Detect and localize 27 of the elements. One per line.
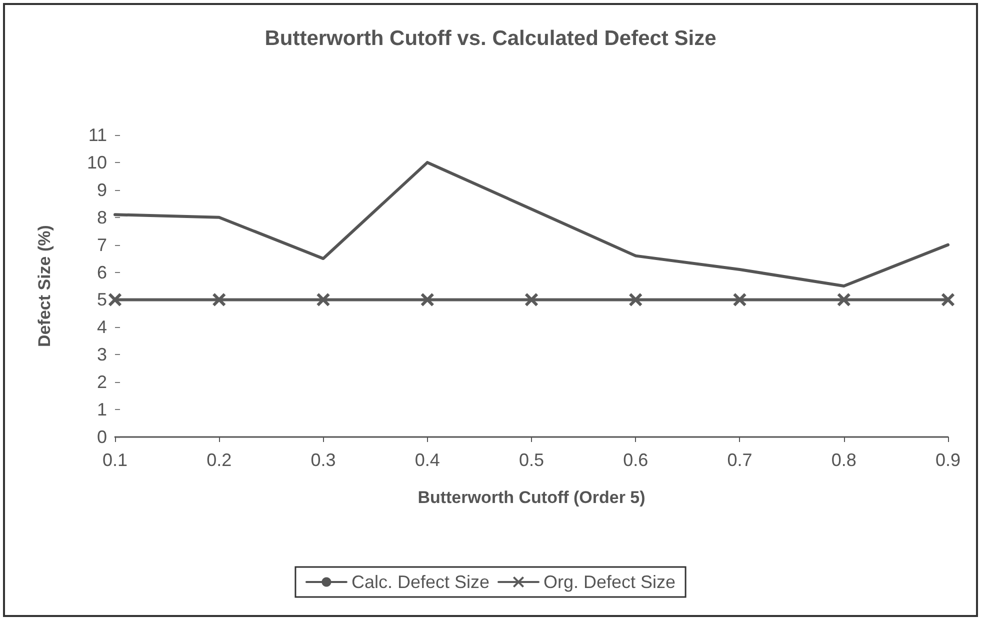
- y-tick-label: 0: [96, 427, 107, 447]
- legend-label: Calc. Defect Size: [351, 572, 490, 592]
- y-axis-title: Defect Size (%): [35, 225, 54, 347]
- x-tick-label: 0.2: [206, 450, 232, 470]
- x-tick-label: 0.7: [727, 450, 752, 470]
- y-tick-label: 11: [88, 125, 107, 145]
- x-tick-label: 0.5: [518, 450, 544, 470]
- chart-title: Butterworth Cutoff vs. Calculated Defect Size: [264, 27, 716, 50]
- x-tick-label: 0.8: [831, 450, 856, 470]
- y-tick-label: 8: [96, 207, 107, 228]
- y-tick-label: 10: [86, 152, 107, 172]
- x-axis-title: Butterworth Cutoff (Order 5): [418, 488, 646, 507]
- line-series: [114, 160, 950, 288]
- x-tick-label: 0.9: [935, 450, 961, 470]
- x-tick-label: 0.3: [310, 450, 336, 470]
- y-tick-label: 2: [96, 372, 107, 392]
- x-tick-label: 0.1: [102, 450, 128, 470]
- y-tick-label: 9: [96, 180, 107, 200]
- y-tick-label: 7: [96, 234, 107, 255]
- legend-label: Org. Defect Size: [544, 572, 676, 592]
- y-tick-label: 3: [96, 344, 107, 365]
- y-tick-label: 1: [96, 400, 107, 420]
- x-tick-label: 0.4: [414, 450, 440, 470]
- y-tick-label: 5: [96, 290, 107, 310]
- y-tick-label: 4: [96, 317, 107, 338]
- x-tick-label: 0.6: [623, 450, 648, 470]
- y-tick-label: 6: [96, 262, 107, 282]
